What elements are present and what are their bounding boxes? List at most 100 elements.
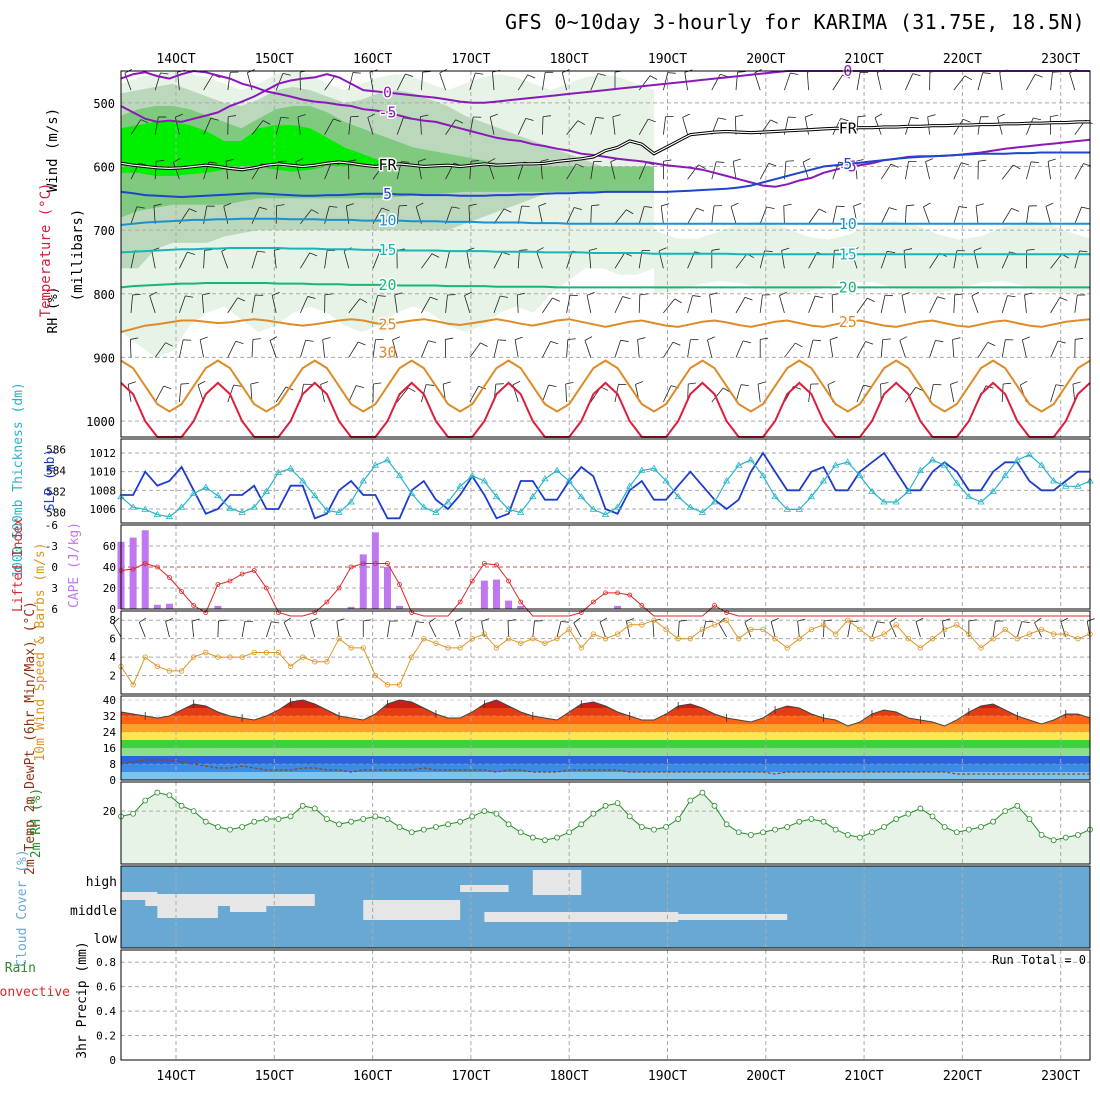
upper-air-wind-barb bbox=[663, 116, 666, 135]
wind10-barb bbox=[1034, 617, 1042, 623]
upper-air-wind-barb bbox=[352, 72, 361, 74]
upper-air-wind-barb bbox=[1069, 72, 1076, 91]
wind10-barb bbox=[165, 621, 170, 638]
upper-air-wind-barb bbox=[1050, 72, 1053, 91]
upper-air-wind-barb bbox=[783, 203, 792, 207]
thickness-axis-label: 1000-500mb Thickness (dm) bbox=[11, 382, 26, 578]
upper-air-wind-barb bbox=[567, 338, 576, 340]
wind10-speed-point bbox=[384, 682, 391, 688]
upper-air-wind-barb bbox=[396, 73, 406, 91]
thickness-point bbox=[432, 508, 440, 515]
upper-air-wind-barb bbox=[552, 297, 560, 302]
cape-bar bbox=[614, 605, 622, 609]
upper-air-wind-barb bbox=[1050, 340, 1059, 358]
upper-air-wind-barb bbox=[906, 204, 915, 207]
upper-air-wind-barb bbox=[953, 206, 960, 224]
wind10-speed-point bbox=[518, 640, 524, 646]
wind10-barb bbox=[112, 622, 122, 638]
thickness-point bbox=[844, 458, 852, 465]
upper-air-wind-barb bbox=[130, 337, 139, 340]
rh2m-point bbox=[336, 821, 342, 828]
upper-air-wind-barb bbox=[227, 297, 238, 314]
temp-tick-label: 8 bbox=[109, 758, 116, 771]
cape-frame bbox=[120, 524, 1091, 610]
wind10-barb bbox=[992, 621, 996, 638]
upper-air-wind-barb bbox=[682, 113, 691, 118]
temp-band bbox=[121, 732, 1090, 740]
upper-air-wind-barb bbox=[464, 295, 471, 313]
thickness-point bbox=[638, 466, 646, 473]
thickness-point bbox=[722, 477, 731, 484]
upper-air-wind-barb bbox=[136, 206, 145, 209]
lifted-index-point bbox=[615, 590, 621, 596]
upper-air-wind-barb bbox=[711, 74, 721, 91]
upper-air-wind-barb bbox=[890, 163, 899, 168]
bottom-date-tick: 17OCT bbox=[451, 1069, 490, 1084]
wind10-barb bbox=[823, 620, 825, 638]
upper-air-wind-barb bbox=[280, 116, 289, 119]
upper-air-wind-barb bbox=[880, 295, 886, 313]
upper-air-wind-barb bbox=[1055, 384, 1064, 387]
wind10-barb bbox=[560, 621, 569, 623]
top-date-tick: 20OCT bbox=[746, 52, 785, 67]
upper-air-wind-barb bbox=[227, 72, 231, 91]
wind10-speed-point bbox=[287, 663, 294, 670]
wind10-barb bbox=[336, 618, 345, 622]
upper-air-wind-barb bbox=[1057, 340, 1066, 344]
wind10-speed-point bbox=[142, 654, 148, 660]
wind10-speed-point bbox=[675, 635, 681, 642]
rh2m-point bbox=[869, 829, 875, 836]
wind10-barb bbox=[1016, 621, 1023, 638]
wind10-speed-point bbox=[978, 645, 984, 651]
upper-air-wind-barb bbox=[185, 295, 194, 298]
wind10-speed-point bbox=[845, 617, 851, 623]
thickness-point bbox=[359, 477, 367, 484]
rh2m-point bbox=[408, 829, 415, 836]
upper-air-wind-barb bbox=[784, 72, 791, 91]
upper-air-wind-barb bbox=[324, 250, 328, 269]
upper-air-wind-barb bbox=[517, 118, 527, 135]
lifted-index-tick-label: 6 bbox=[51, 603, 58, 616]
wind10-speed-point bbox=[966, 631, 972, 637]
wind10-speed-point bbox=[227, 654, 233, 660]
temp-band bbox=[121, 748, 1090, 756]
wind10-speed-point bbox=[336, 635, 342, 642]
isotherm-label: 5 bbox=[383, 185, 392, 203]
wind10-barb bbox=[428, 622, 437, 638]
wind10-speed-line bbox=[120, 619, 1091, 686]
rh2m-point bbox=[275, 816, 282, 822]
rh2m-point bbox=[445, 821, 451, 828]
upper-air-wind-barb bbox=[269, 340, 277, 358]
rh-shading-band bbox=[654, 220, 1090, 294]
thickness-point bbox=[771, 492, 779, 500]
thickness-point bbox=[698, 508, 707, 515]
upper-air-wind-barb bbox=[367, 117, 374, 135]
thickness-point bbox=[589, 505, 598, 512]
upper-air-wind-barb bbox=[649, 75, 658, 80]
thickness-point bbox=[940, 461, 949, 468]
rh2m-point bbox=[747, 832, 754, 838]
rh2m-point bbox=[626, 813, 633, 820]
wind10-barb bbox=[283, 617, 291, 623]
upper-air-wind-barb bbox=[300, 252, 311, 269]
upper-air-wind-barb bbox=[392, 336, 401, 341]
upper-air-wind-barb bbox=[1050, 114, 1059, 118]
upper-air-wind-barb bbox=[517, 206, 523, 224]
rh2m-point bbox=[1062, 834, 1069, 841]
precip-tick-label: 0.8 bbox=[96, 956, 116, 969]
wind-axis-label: Wind (m/s) bbox=[45, 108, 61, 192]
upper-air-wind-barb bbox=[853, 202, 862, 207]
slp-tick-label: 1010 bbox=[90, 466, 117, 479]
temp-band bbox=[121, 756, 1090, 764]
upper-air-wind-barb bbox=[832, 292, 841, 296]
upper-air-wind-barb bbox=[590, 73, 599, 91]
upper-air-wind-barb bbox=[899, 336, 908, 341]
upper-air-wind-barb bbox=[439, 72, 446, 91]
precip-tick-label: 0.4 bbox=[96, 1005, 116, 1018]
upper-air-wind-barb bbox=[1022, 336, 1030, 341]
upper-air-wind-barb bbox=[324, 293, 333, 296]
upper-air-wind-barb bbox=[227, 341, 237, 358]
upper-air-wind-barb bbox=[925, 158, 934, 163]
lifted-index-point bbox=[639, 603, 645, 608]
pressure-tick-label: 700 bbox=[93, 224, 115, 238]
